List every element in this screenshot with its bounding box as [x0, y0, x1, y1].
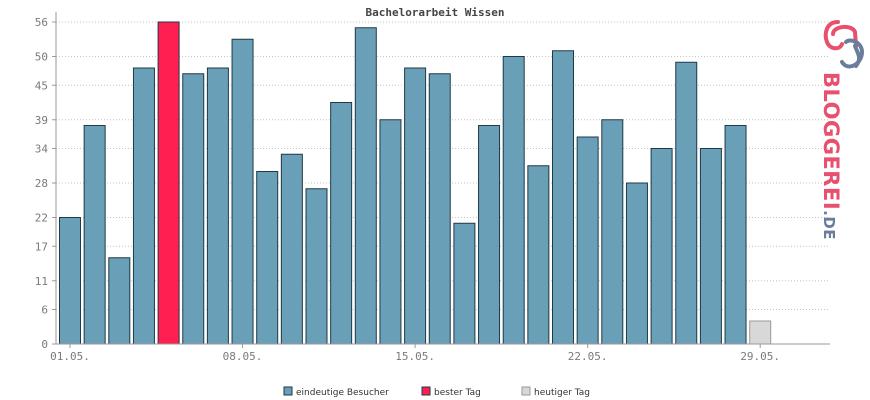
axes	[55, 12, 830, 345]
bar-visitors	[231, 38, 254, 345]
y-tick-label: 45	[35, 79, 48, 92]
y-tick-label: 17	[35, 240, 48, 253]
y-tick-label: 28	[35, 177, 48, 190]
x-tick-label: 29.05.	[740, 350, 780, 363]
y-tick-label: 6	[41, 304, 48, 317]
bar-visitors	[379, 119, 402, 345]
bar-visitors	[453, 222, 476, 345]
y-tick-label: 56	[35, 16, 48, 29]
y-tick-label: 0	[41, 338, 48, 351]
bar-visitors	[59, 217, 81, 345]
logo-text-suffix: .DE	[820, 210, 838, 240]
bars	[59, 21, 772, 345]
legend-swatch-best-day	[421, 386, 431, 396]
x-tick-label: 22.05.	[568, 350, 608, 363]
bar-visitors	[675, 61, 698, 345]
bar-visitors	[108, 257, 131, 345]
legend-label-visitors: eindeutige Besucher	[296, 388, 389, 398]
x-axis-ticks: 01.05. 08.05. 15.05. 22.05. 29.05.	[50, 344, 780, 363]
bar-visitors	[576, 136, 599, 345]
legend-swatch-today	[521, 386, 531, 396]
bar-visitors	[305, 188, 328, 345]
bar-best-day	[157, 21, 180, 345]
bar-visitors	[330, 102, 353, 345]
bar-visitors	[552, 50, 574, 345]
bar-visitors	[132, 67, 155, 345]
bar-visitors	[601, 119, 624, 345]
y-tick-label: 39	[35, 114, 48, 127]
y-tick-label: 11	[35, 275, 48, 288]
bar-visitors	[83, 125, 106, 345]
y-axis-ticks: 0 6 11 17 22 28 34 39 45 50 56	[35, 16, 56, 351]
bar-visitors	[724, 125, 747, 345]
x-tick-label: 15.05.	[395, 350, 435, 363]
bloggerei-logo-text: BLOGGEREI.DE	[819, 72, 843, 240]
chart-title: Bachelorarbeit Wissen	[365, 6, 504, 19]
legend-item-visitors: eindeutige Besucher	[283, 386, 389, 398]
bar-visitors	[527, 165, 550, 345]
bar-visitors	[478, 125, 501, 345]
bar-visitors	[699, 148, 722, 345]
y-tick-label: 50	[35, 51, 48, 64]
y-tick-label: 22	[35, 212, 48, 225]
bar-visitors	[650, 148, 673, 345]
logo-text-main: BLOGGEREI	[819, 72, 843, 210]
bar-today	[749, 320, 772, 345]
bar-visitors	[280, 153, 303, 345]
bar-visitors	[404, 67, 427, 345]
bar-visitors	[502, 56, 525, 345]
bar-visitors	[182, 73, 205, 345]
legend-label-today: heutiger Tag	[534, 388, 590, 398]
bar-visitors	[428, 73, 451, 345]
bloggerei-logo: BLOGGEREI.DE	[819, 20, 865, 240]
bar-visitors	[206, 67, 229, 345]
bloggerei-logo-icon	[823, 20, 865, 69]
bar-visitors	[625, 182, 648, 345]
x-tick-label: 01.05.	[50, 350, 90, 363]
legend-item-today: heutiger Tag	[521, 386, 590, 398]
y-tick-label: 34	[35, 143, 49, 156]
legend: eindeutige Besucher bester Tag heutiger …	[283, 386, 590, 398]
legend-label-best-day: bester Tag	[434, 388, 481, 398]
bar-visitors	[256, 171, 279, 345]
legend-swatch-visitors	[283, 386, 293, 396]
x-tick-label: 08.05.	[223, 350, 263, 363]
bar-visitors	[354, 27, 377, 345]
legend-item-best-day: bester Tag	[421, 386, 481, 398]
